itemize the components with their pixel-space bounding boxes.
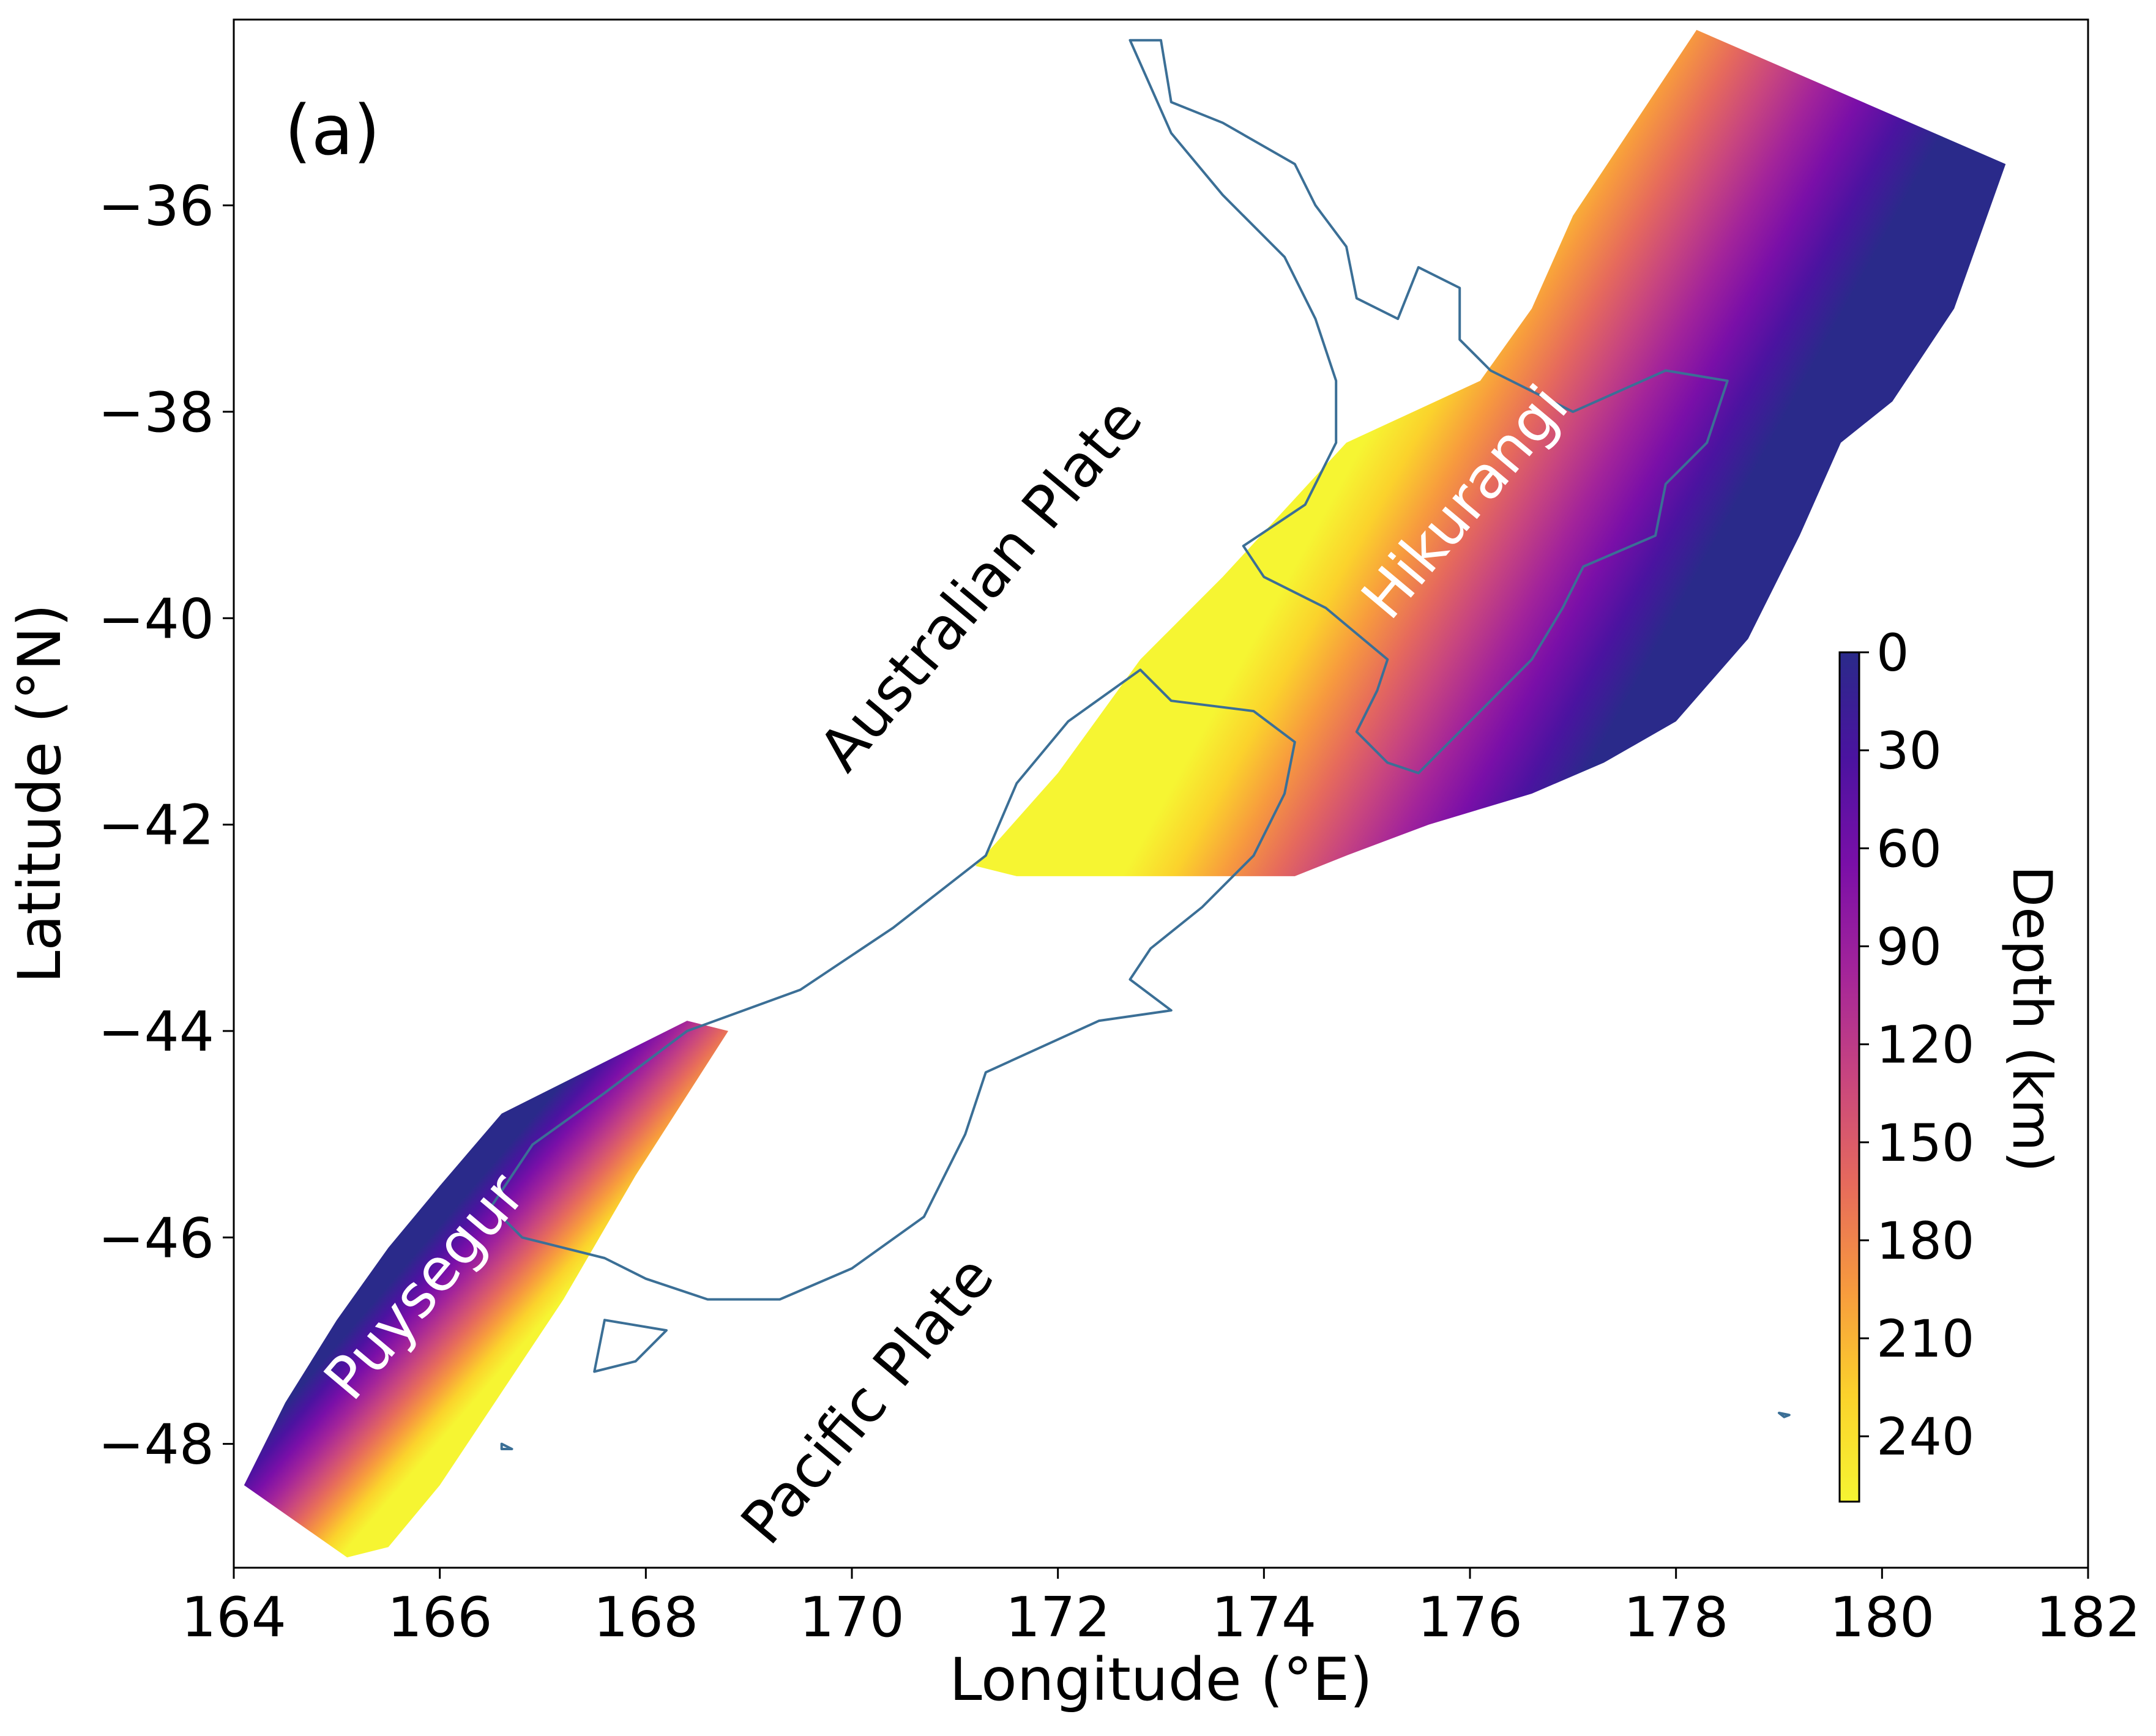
coastline-south-island (490, 668, 1296, 1301)
y-axis-title: Latitude (°N) (6, 604, 74, 983)
panel-label: (a) (285, 91, 380, 171)
y-tick-label: −44 (98, 1000, 214, 1064)
x-tick-label: 170 (799, 1585, 905, 1650)
y-tick-label: −48 (98, 1413, 214, 1477)
coastline-islet (1778, 1412, 1791, 1418)
map-area (244, 29, 2006, 1558)
x-tick-label: 178 (1624, 1585, 1729, 1650)
colorbar-ticks: 0 30 60 90 120 150 180 210 240 (1859, 623, 1974, 1467)
colorbar-tick-label: 60 (1876, 819, 1942, 879)
slab-puysegur (244, 1021, 728, 1558)
x-tick-label: 164 (181, 1585, 286, 1650)
y-tick-label: −46 (98, 1206, 214, 1270)
slab-hikurangi (975, 29, 2006, 876)
colorbar-tick-label: 0 (1876, 623, 1909, 683)
x-tick-label: 168 (593, 1585, 698, 1650)
y-tick-label: −36 (98, 174, 214, 239)
colorbar-tick-label: 120 (1876, 1015, 1974, 1075)
x-tick-label: 182 (2035, 1585, 2141, 1650)
x-tick-label: 172 (1005, 1585, 1111, 1650)
x-axis-title: Longitude (°E) (949, 1645, 1373, 1714)
y-tick-label: −38 (98, 381, 214, 445)
coastline-north-island (1128, 39, 1729, 775)
coastline-stewart-island (593, 1319, 668, 1373)
y-tick-label: −42 (98, 794, 214, 858)
coastline-islet (500, 1442, 513, 1450)
colorbar: 0 30 60 90 120 150 180 210 240 Depth (km) (1838, 623, 2064, 1503)
colorbar-tick-label: 150 (1876, 1113, 1974, 1173)
colorbar-bar (1838, 651, 1860, 1503)
colorbar-tick-label: 90 (1876, 917, 1942, 977)
colorbar-tick-label: 210 (1876, 1309, 1974, 1369)
x-tick-label: 176 (1417, 1585, 1523, 1650)
colorbar-tick-label: 30 (1876, 721, 1942, 781)
annotation-pacific-plate: Pacific Plate (728, 1243, 1007, 1557)
plot-frame (233, 18, 2089, 1569)
y-tick-label: −40 (98, 587, 214, 651)
x-tick-label: 180 (1829, 1585, 1934, 1650)
x-tick-label: 174 (1211, 1585, 1316, 1650)
colorbar-tick-label: 240 (1876, 1407, 1974, 1467)
x-tick-label: 166 (387, 1585, 493, 1650)
axis-ticks: 164 166 168 170 172 174 176 178 180 182 −36 −38 −40 −… (98, 174, 2141, 1650)
colorbar-tick-label: 180 (1876, 1211, 1974, 1271)
colorbar-title: Depth (km) (2001, 865, 2064, 1172)
